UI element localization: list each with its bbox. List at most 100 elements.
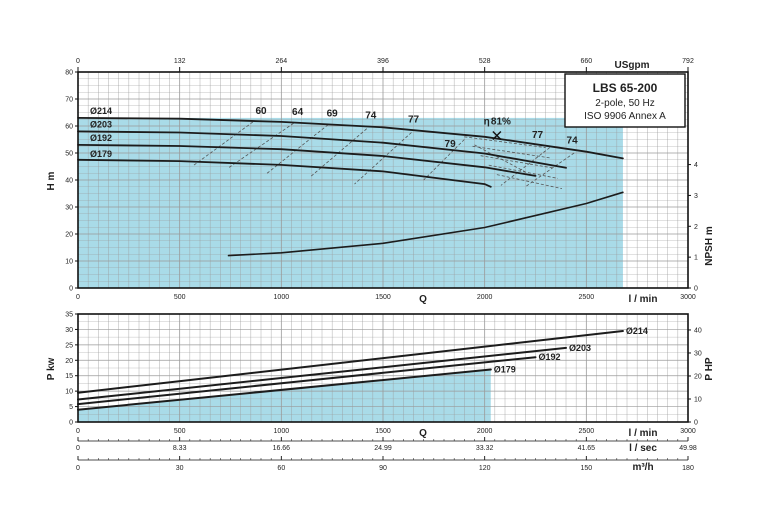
y-tick-label: 0 [69,286,73,293]
efficiency-label: 60 [255,106,267,117]
power-curve-2 [77,356,537,406]
x-tick-label: 2000 [477,428,493,435]
power-curve-label: Ø179 [494,365,516,375]
y-tick-label: 50 [65,151,73,158]
top-tick-label: 264 [275,58,287,65]
extra-axis-tick-label: 90 [379,465,387,472]
efficiency-contour-line [266,124,329,174]
y-tick-label: 0 [69,420,73,427]
y-tick-label: 25 [65,342,73,349]
efficiency-label: 77 [532,130,544,141]
extra-axis-tick-label: 0 [76,465,80,472]
chart-subtitle-2: ISO 9906 Annex A [584,111,666,122]
y2-tick-label: 1 [694,255,698,262]
x-axis-title-head: l / min [629,294,658,305]
head-curves [77,117,624,257]
y2-axis-title-power-hp: P HP [704,357,715,380]
power-curve-3 [77,368,492,411]
power-axis-ticks: 0 5 10 15 20 25 30 35 0 10 20 30 40 0 500 1000 1500 2000 2… [65,312,702,436]
y-tick-label: 10 [65,389,73,396]
extra-axis-tick-label: 16.66 [273,445,291,452]
extra-axis-tick-label: 41.65 [578,445,596,452]
efficiency-contour-line [474,144,526,173]
y2-tick-label: 20 [694,373,702,380]
y2-tick-label: 0 [694,420,698,427]
power-curve-labels: Ø214 Ø203 Ø192 Ø179 [494,326,648,375]
efficiency-contour-line [480,155,554,169]
power-shaded-area [78,369,491,422]
efficiency-label: 77 [408,114,420,125]
y-axis-title-head: H m [46,171,57,190]
y2-tick-label: 30 [694,350,702,357]
x-tick-label: 1000 [274,428,290,435]
efficiency-label: 69 [327,109,339,120]
extra-axis-tick-label: 33.32 [476,445,494,452]
extra-axis-tick-label: 49.98 [679,445,697,452]
extra-axis-title-lsec: l / sec [629,443,657,454]
x-tick-label: 3000 [680,294,696,301]
top-axis-title: USgpm [615,60,650,71]
power-grid [77,313,689,423]
x-axis-letter-head: Q [419,294,427,305]
top-tick-label: 660 [580,58,592,65]
y2-tick-label: 40 [694,327,702,334]
power-plot-frame [77,313,689,423]
efficiency-contour-line [193,121,254,166]
top-tick-label: 792 [682,58,694,65]
head-curve-3 [77,158,492,188]
impeller-diameter-label: Ø214 [90,106,112,116]
extra-x-axes: 0 8.33 16.66 24.99 33.32 41.65 49.98 0 30 60 90 120… [76,437,697,472]
y-tick-label: 10 [65,259,73,266]
y2-tick-label: 10 [694,396,702,403]
power-curve-label: Ø214 [626,326,648,336]
y-tick-label: 70 [65,97,73,104]
efficiency-label: 81% [491,117,511,128]
efficiency-contour-line [488,164,558,179]
x-tick-label: 2500 [579,294,595,301]
x-tick-label: 2000 [477,294,493,301]
y-tick-label: 15 [65,373,73,380]
title-box-frame [564,73,686,128]
extra-axis-tick-label: 24.99 [374,445,392,452]
x-tick-label: 1000 [274,294,290,301]
efficiency-contour-line [472,145,550,159]
top-tick-label: 0 [76,58,80,65]
y-tick-label: 20 [65,358,73,365]
y2-tick-label: 0 [694,286,698,293]
efficiency-contour-line [423,139,465,181]
head-shaded-area [78,117,623,289]
extra-axis-tick-label: 0 [76,445,80,452]
x-tick-label: 1500 [375,428,391,435]
extra-axis-tick-label: 180 [682,465,694,472]
y-tick-label: 40 [65,178,73,185]
y2-axis-title-npsh: NPSH m [704,226,715,266]
x-tick-label: 0 [76,294,80,301]
shaded-operating-area [78,117,623,289]
head-curve-0 [77,117,624,160]
y2-tick-label: 3 [694,193,698,200]
impeller-diameter-label: Ø203 [90,119,112,129]
extra-axis-tick-label: 8.33 [173,445,187,452]
chart-title: LBS 65-200 [593,81,658,95]
efficiency-contour-line [464,136,546,148]
y-tick-label: 20 [65,232,73,239]
power-curve-0 [77,330,624,394]
x-tick-label: 500 [174,294,186,301]
top-tick-label: 132 [174,58,186,65]
x-tick-label: 0 [76,428,80,435]
efficiency-contour-line [496,174,563,190]
efficiency-label: 64 [292,107,304,118]
extra-axis-tick-label: 30 [176,465,184,472]
x-tick-label: 1500 [375,294,391,301]
y-axis-title-power-kw: P kw [46,357,57,380]
head-curve-labels: 60 64 69 74 77 79 81% 77 74 η Ø214 Ø203 Ø192 Ø179 [90,106,578,159]
title-box: LBS 65-200 2-pole, 50 Hz ISO 9906 Annex … [564,73,686,128]
y-tick-label: 80 [65,70,73,77]
extra-axis-tick-label: 120 [479,465,491,472]
x-axis-letter-power: Q [419,428,427,439]
y2-tick-label: 4 [694,162,698,169]
